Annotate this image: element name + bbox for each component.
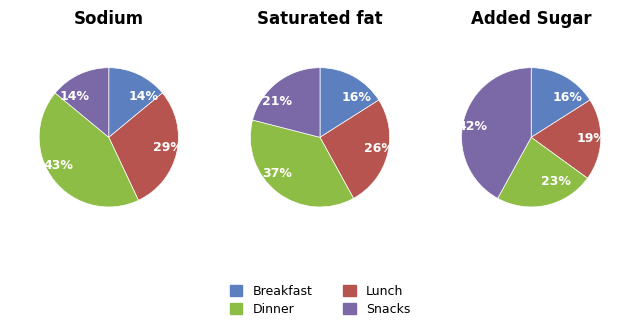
Title: Saturated fat: Saturated fat [257, 10, 383, 28]
Wedge shape [109, 68, 163, 137]
Text: 19%: 19% [577, 132, 606, 145]
Text: 21%: 21% [262, 95, 292, 108]
Text: 42%: 42% [458, 120, 488, 132]
Wedge shape [461, 68, 531, 198]
Text: 37%: 37% [262, 166, 292, 180]
Wedge shape [55, 68, 109, 137]
Wedge shape [253, 68, 320, 137]
Text: 43%: 43% [43, 159, 73, 172]
Text: 14%: 14% [60, 90, 90, 103]
Legend: Breakfast, Dinner, Lunch, Snacks: Breakfast, Dinner, Lunch, Snacks [225, 280, 415, 321]
Text: 29%: 29% [153, 141, 183, 154]
Text: 26%: 26% [364, 142, 394, 155]
Text: 14%: 14% [128, 90, 158, 103]
Wedge shape [320, 100, 390, 198]
Wedge shape [531, 100, 601, 178]
Wedge shape [531, 68, 590, 137]
Wedge shape [250, 120, 353, 207]
Wedge shape [498, 137, 588, 207]
Wedge shape [39, 93, 138, 207]
Text: 23%: 23% [541, 175, 571, 188]
Text: 16%: 16% [342, 91, 372, 104]
Title: Added Sugar: Added Sugar [471, 10, 591, 28]
Text: 16%: 16% [553, 91, 583, 104]
Wedge shape [320, 68, 379, 137]
Wedge shape [109, 93, 179, 200]
Title: Sodium: Sodium [74, 10, 144, 28]
